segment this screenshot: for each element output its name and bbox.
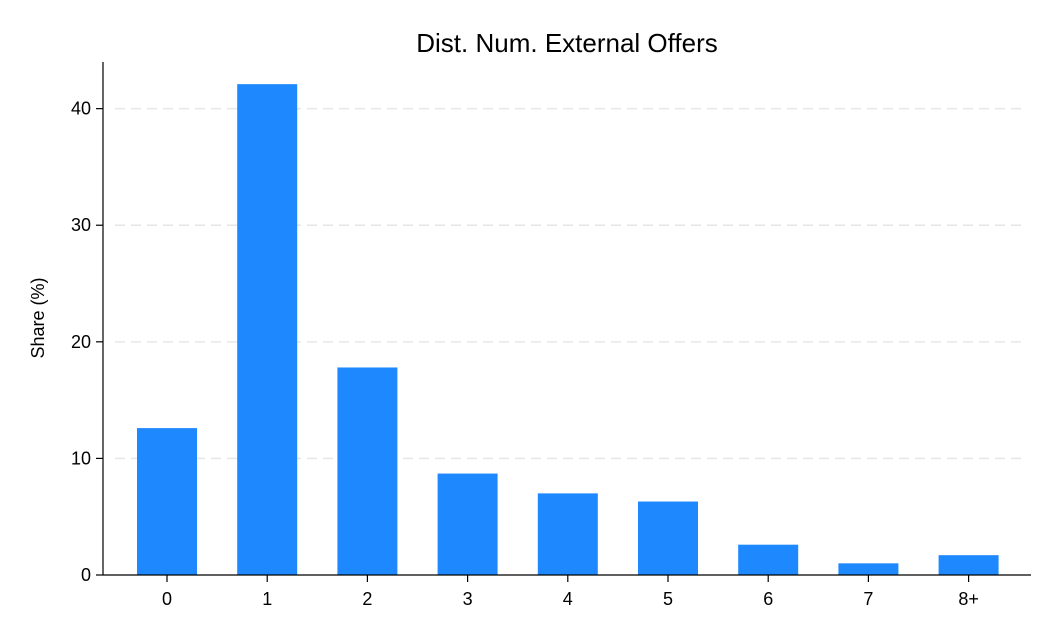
chart-title: Dist. Num. External Offers [416, 28, 718, 58]
bar-7 [838, 563, 899, 575]
x-tick-label: 0 [162, 589, 172, 609]
y-tick-label: 20 [71, 332, 91, 352]
y-tick-label: 0 [81, 565, 91, 585]
y-tick-label: 30 [71, 215, 91, 235]
bar-0 [137, 428, 197, 575]
bar-5 [638, 501, 698, 575]
x-tick-label: 5 [663, 589, 673, 609]
bar-1 [237, 84, 298, 575]
y-tick-label: 40 [71, 99, 91, 119]
y-axis-label: Share (%) [28, 277, 48, 358]
bar-4 [537, 493, 598, 575]
bars [137, 84, 999, 575]
x-tick-label: 3 [463, 589, 473, 609]
x-tick-label: 2 [362, 589, 372, 609]
bar-2 [337, 367, 398, 575]
bar-8+ [938, 555, 999, 575]
x-tick-label: 6 [763, 589, 773, 609]
bar-3 [437, 473, 498, 575]
axes: 0 10 20 30 40 0 1 2 3 4 5 6 7 8+ [71, 62, 1031, 609]
x-tick-label: 1 [262, 589, 272, 609]
x-tick-label: 8+ [958, 589, 979, 609]
x-tick-label: 7 [863, 589, 873, 609]
y-tick-label: 10 [71, 448, 91, 468]
bar-6 [738, 544, 799, 575]
x-tick-label: 4 [563, 589, 573, 609]
